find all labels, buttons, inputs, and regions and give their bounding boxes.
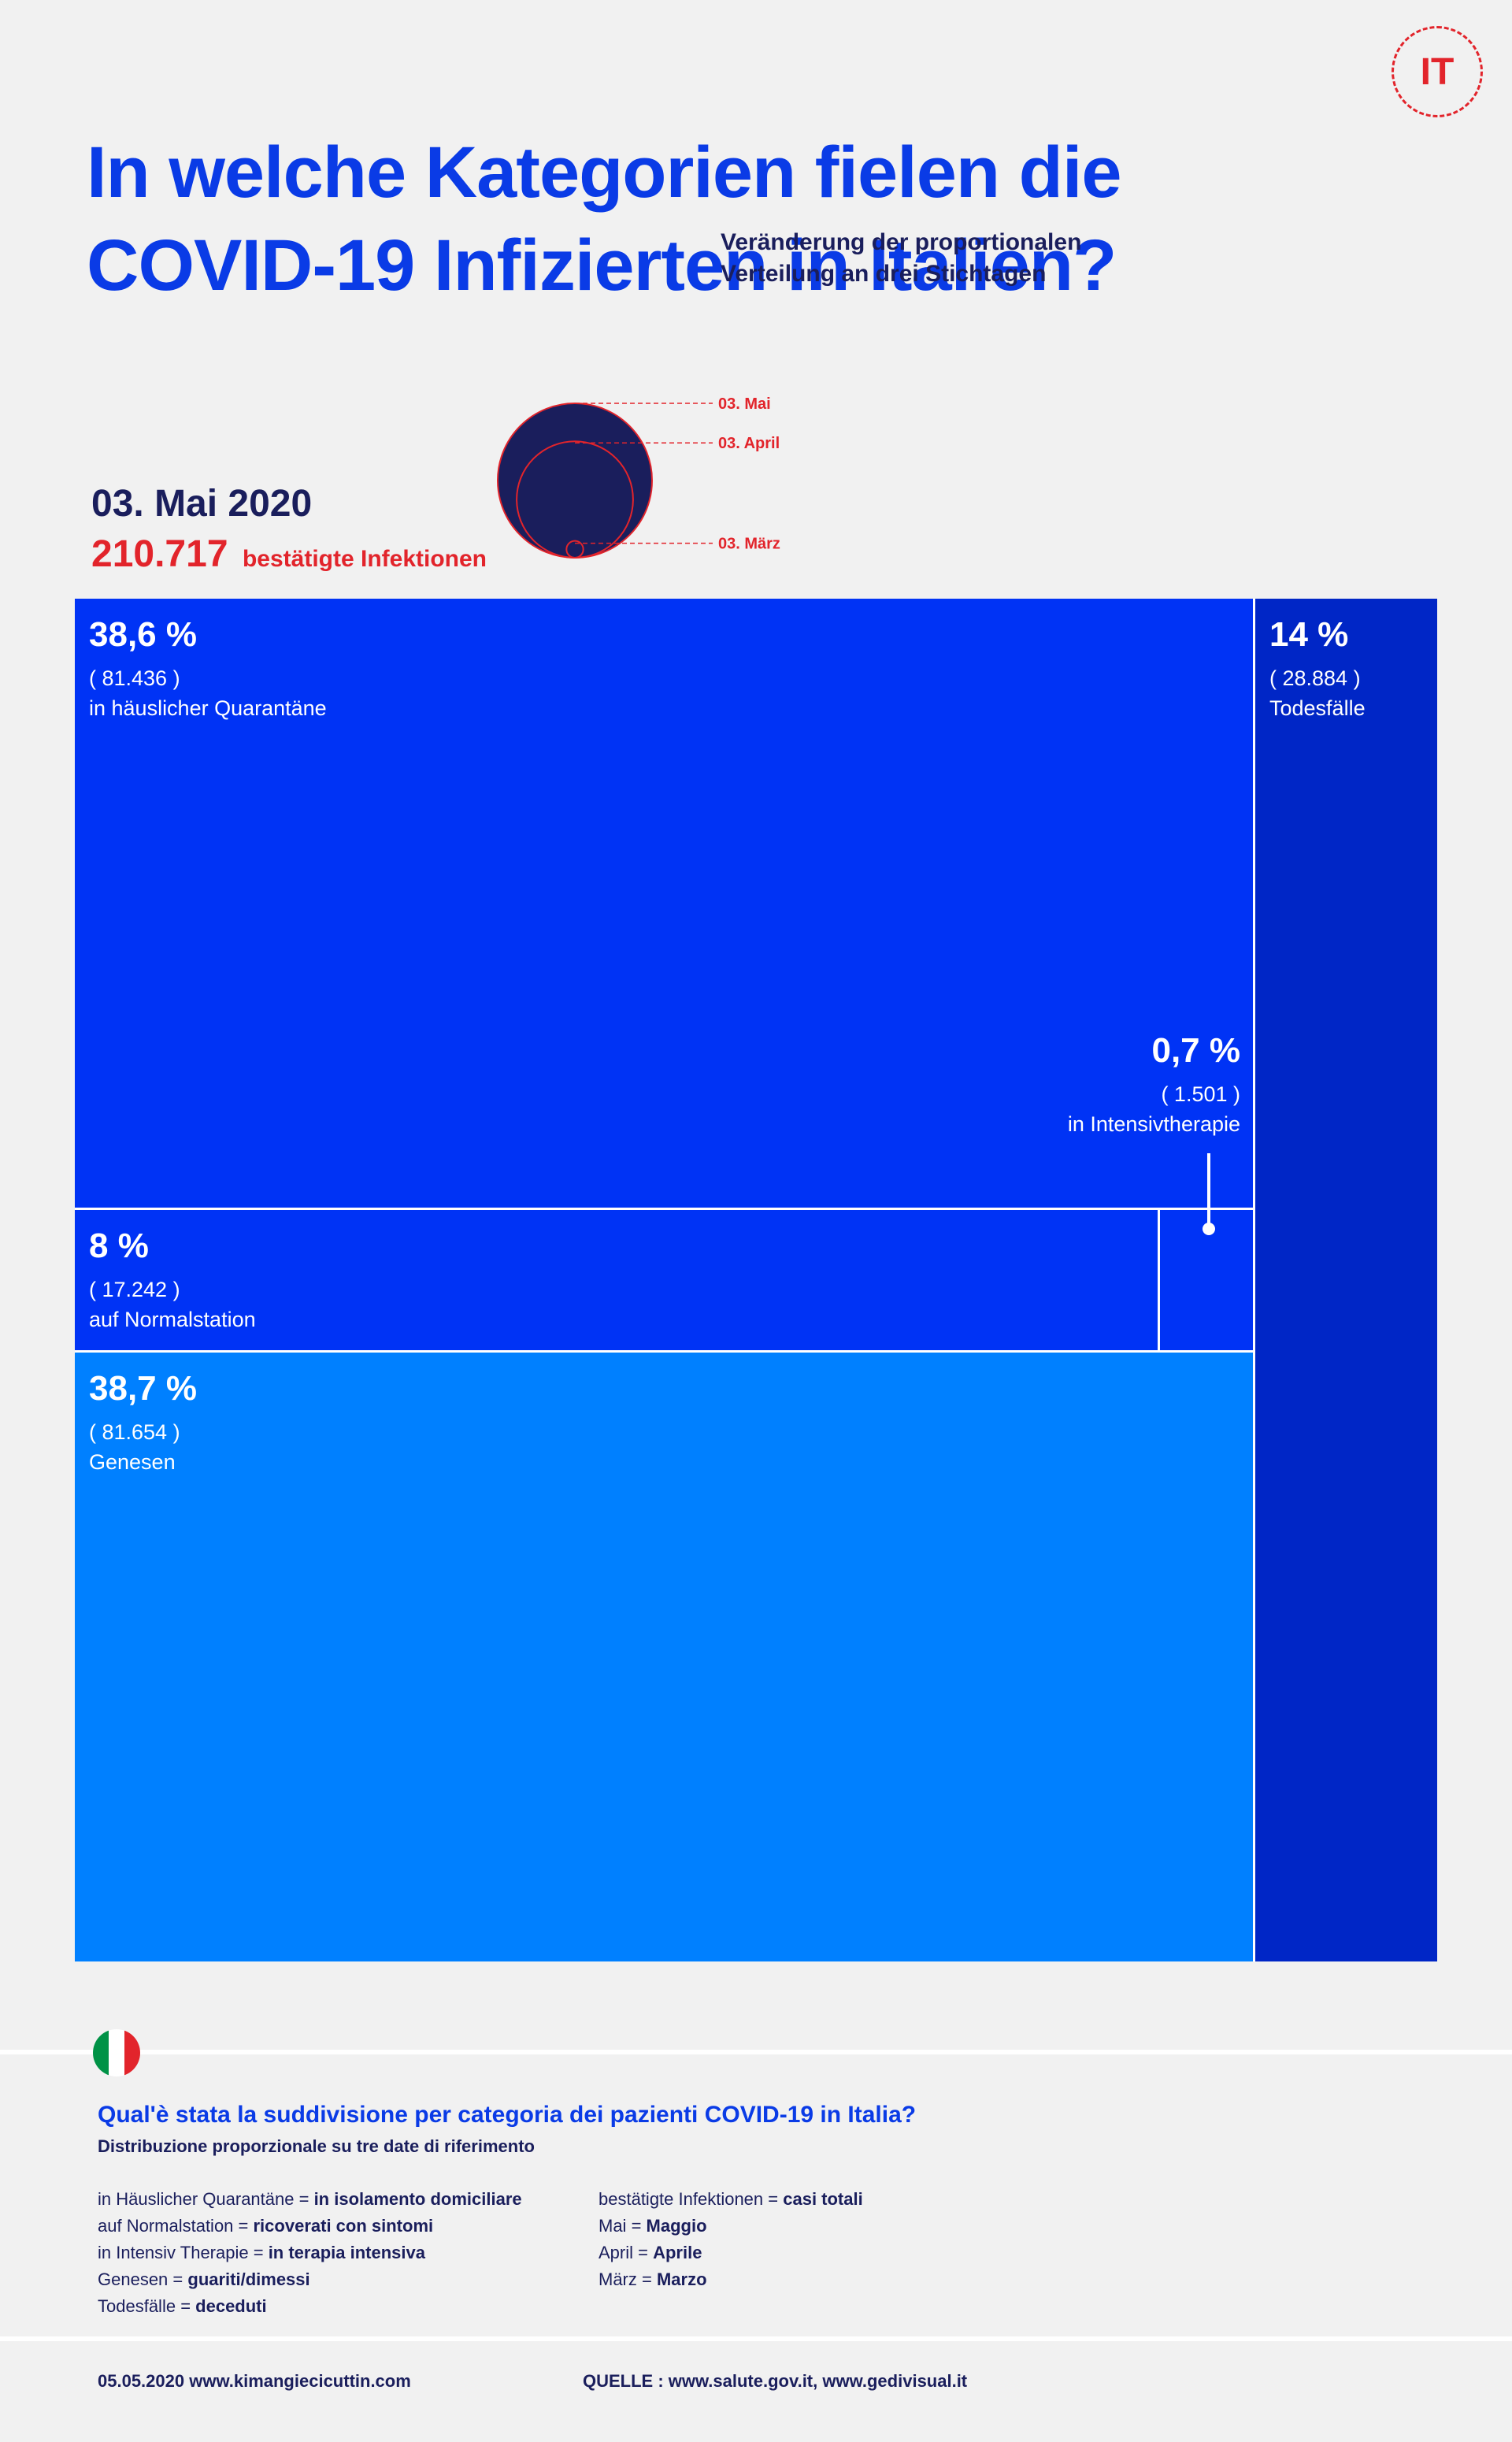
treemap-chart: 38,6 % ( 81.436 ) in häuslicher Quarantä… — [75, 599, 1437, 1961]
glossary-row: April = Aprile — [598, 2243, 702, 2262]
icu-leader-line — [1203, 1153, 1215, 1235]
legend-date-label: 03. Mai — [718, 395, 771, 413]
cell-percent-label: 14 % — [1269, 615, 1349, 654]
section-divider — [0, 2050, 1512, 2054]
cell-category-label: Genesen — [89, 1450, 176, 1474]
flag-stripe-white — [109, 2029, 124, 2076]
subtitle-line-1: Veränderung der proportionalen — [721, 229, 1082, 255]
cell-category-label: in häuslicher Quarantäne — [89, 696, 327, 720]
legend-circle — [497, 403, 653, 559]
glossary-left: in Häuslicher Quarantäne = in isolamento… — [98, 2186, 522, 2320]
cell-count-label: ( 28.884 ) — [1269, 666, 1361, 690]
glossary-row: Todesfälle = deceduti — [98, 2296, 267, 2316]
country-code-badge: IT — [1392, 26, 1483, 117]
cell-percent-label: 38,6 % — [89, 615, 197, 654]
glossary-row: Genesen = guariti/dimessi — [98, 2269, 310, 2289]
footer-date-website: 05.05.2020 www.kimangiecicuttin.com — [98, 2371, 411, 2391]
glossary-row: März = Marzo — [598, 2269, 707, 2289]
footer-source: QUELLE : www.salute.gov.it, www.gedivisu… — [583, 2371, 968, 2391]
italian-subtitle: Distribuzione proporzionale su tre date … — [98, 2136, 535, 2156]
legend-circle — [565, 540, 584, 559]
total-infections: 210.717 bestätigte Infektionen — [91, 533, 487, 576]
cell-category-label: Todesfälle — [1269, 696, 1366, 720]
page-title: In welche Kategorien fielen die COVID-19… — [87, 132, 1122, 306]
page-subtitle: Veränderung der proportionalen Verteilun… — [721, 227, 1193, 290]
italian-title: Qual'è stata la suddivisione per categor… — [98, 2102, 917, 2128]
section-divider — [0, 2336, 1512, 2341]
flag-stripe-red — [124, 2029, 140, 2076]
treemap-cell-deaths: 14 % ( 28.884 ) Todesfälle — [1255, 599, 1437, 1961]
glossary-right: bestätigte Infektionen = casi totali Mai… — [598, 2186, 863, 2293]
legend-date-label: 03. März — [718, 536, 780, 553]
cell-percent-label: 38,7 % — [89, 1369, 197, 1408]
flag-stripe-green — [93, 2029, 109, 2076]
total-infections-value: 210.717 — [91, 533, 228, 575]
glossary-row: in Häuslicher Quarantäne = in isolamento… — [98, 2189, 522, 2209]
legend-date-label: 03. April — [718, 435, 780, 452]
treemap-cell-recovered: 38,7 % ( 81.654 ) Genesen — [75, 1353, 1253, 1961]
italy-flag-icon — [93, 2029, 140, 2076]
treemap-cell-normal-ward: 8 % ( 17.242 ) auf Normalstation — [75, 1210, 1158, 1350]
glossary-row: Mai = Maggio — [598, 2216, 707, 2236]
icu-category-label: in Intensivtherapie — [1067, 1112, 1240, 1136]
cell-count-label: ( 81.654 ) — [89, 1420, 180, 1444]
cell-count-label: ( 81.436 ) — [89, 666, 180, 690]
glossary-row: in Intensiv Therapie = in terapia intens… — [98, 2243, 425, 2262]
cell-percent-label: 8 % — [89, 1227, 149, 1265]
glossary-row: bestätigte Infektionen = casi totali — [598, 2189, 863, 2209]
icu-callout-label: 0,7 % ( 1.501 ) in Intensivtherapie — [941, 1030, 1240, 1139]
icu-leader-dot — [1203, 1223, 1215, 1235]
icu-count-label: ( 1.501 ) — [1161, 1082, 1240, 1106]
icu-percent-label: 0,7 % — [1151, 1031, 1240, 1070]
total-infections-label: bestätigte Infektionen — [242, 546, 487, 572]
reference-date: 03. Mai 2020 — [91, 483, 313, 525]
treemap-cell-quarantine: 38,6 % ( 81.436 ) in häuslicher Quarantä… — [75, 599, 1253, 1208]
glossary-row: auf Normalstation = ricoverati con sinto… — [98, 2216, 434, 2236]
cell-category-label: auf Normalstation — [89, 1308, 256, 1331]
cell-count-label: ( 17.242 ) — [89, 1278, 180, 1301]
circle-size-legend: 03. Mai 03. April 03. März — [497, 395, 780, 559]
subtitle-line-2: Verteilung an drei Stichtagen — [721, 261, 1047, 287]
